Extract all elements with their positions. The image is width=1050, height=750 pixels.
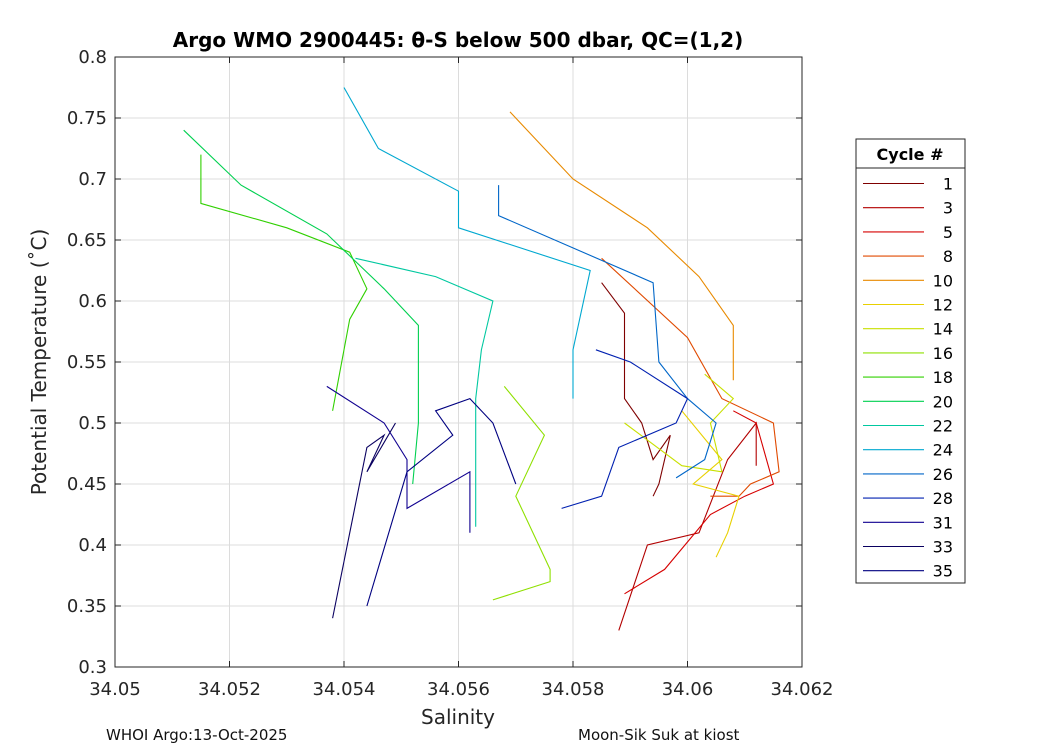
legend-label-cycle-14: 14: [933, 320, 953, 339]
x-tick-label: 34.052: [198, 679, 261, 700]
legend-label-cycle-26: 26: [933, 465, 953, 484]
legend-label-cycle-1: 1: [943, 175, 953, 194]
series-line-cycle-24: [343, 87, 591, 399]
y-tick-label: 0.65: [67, 230, 107, 251]
y-tick-label: 0.55: [67, 352, 107, 373]
series-line-cycle-22: [355, 257, 494, 527]
footer-author: Moon-Sik Suk at kiost: [578, 726, 740, 744]
legend-label-cycle-28: 28: [933, 489, 953, 508]
chart-title: Argo WMO 2900445: θ-S below 500 dbar, QC…: [173, 28, 743, 52]
y-tick-label: 0.45: [67, 474, 107, 495]
y-tick-label: 0.8: [78, 47, 107, 68]
y-tick-label: 0.6: [78, 291, 107, 312]
series-line-cycle-28: [561, 349, 689, 509]
y-tick-label: 0.5: [78, 413, 107, 434]
legend-label-cycle-33: 33: [933, 538, 953, 557]
series-line-cycle-12: [681, 410, 740, 558]
legend-box: [855, 138, 966, 584]
y-tick-label: 0.35: [67, 596, 107, 617]
legend-label-cycle-18: 18: [933, 368, 953, 387]
legend-label-cycle-10: 10: [933, 271, 953, 290]
series-line-cycle-16: [492, 386, 551, 601]
x-tick-label: 34.05: [89, 679, 141, 700]
x-tick-label: 34.054: [313, 679, 376, 700]
series-line-cycle-10: [509, 111, 734, 381]
series-line-cycle-20: [183, 129, 419, 485]
legend-label-cycle-31: 31: [933, 513, 953, 532]
x-tick-label: 34.056: [427, 679, 490, 700]
y-tick-label: 0.3: [78, 657, 107, 678]
legend-label-cycle-8: 8: [943, 247, 953, 266]
legend-label-cycle-20: 20: [933, 392, 953, 411]
data-series: [183, 87, 780, 631]
series-line-cycle-31: [326, 385, 471, 533]
series-line-cycle-1: [601, 282, 671, 497]
axis-ticks: 34.05 34.052 34.054 34.056 34.058 34.06 34.062…: [67, 47, 834, 700]
legend-title: Cycle #: [877, 145, 944, 164]
legend-label-cycle-16: 16: [933, 344, 953, 363]
series-line-cycle-14: [624, 373, 735, 473]
series-line-cycle-35: [366, 397, 517, 607]
x-tick-label: 34.058: [542, 679, 605, 700]
x-axis-label: Salinity: [421, 705, 495, 729]
legend-label-cycle-35: 35: [933, 562, 953, 581]
series-line-cycle-18: [200, 154, 368, 411]
legend-label-cycle-3: 3: [943, 199, 953, 218]
series-line-cycle-26: [498, 185, 717, 479]
legend-label-cycle-24: 24: [933, 441, 953, 460]
y-tick-label: 0.4: [78, 535, 107, 556]
x-tick-label: 34.06: [662, 679, 714, 700]
y-axis-label: Potential Temperature (˚C): [27, 229, 51, 496]
series-line-cycle-5: [624, 410, 775, 595]
legend-label-cycle-22: 22: [933, 417, 953, 436]
footer-source: WHOI Argo:13-Oct-2025: [106, 726, 288, 744]
legend-label-cycle-12: 12: [933, 296, 953, 315]
y-tick-label: 0.7: [78, 169, 107, 190]
x-tick-label: 34.062: [771, 679, 834, 700]
series-line-cycle-8: [601, 257, 780, 497]
legend-label-cycle-5: 5: [943, 223, 953, 242]
y-tick-label: 0.75: [67, 108, 107, 129]
series-line-cycle-33: [332, 422, 396, 619]
